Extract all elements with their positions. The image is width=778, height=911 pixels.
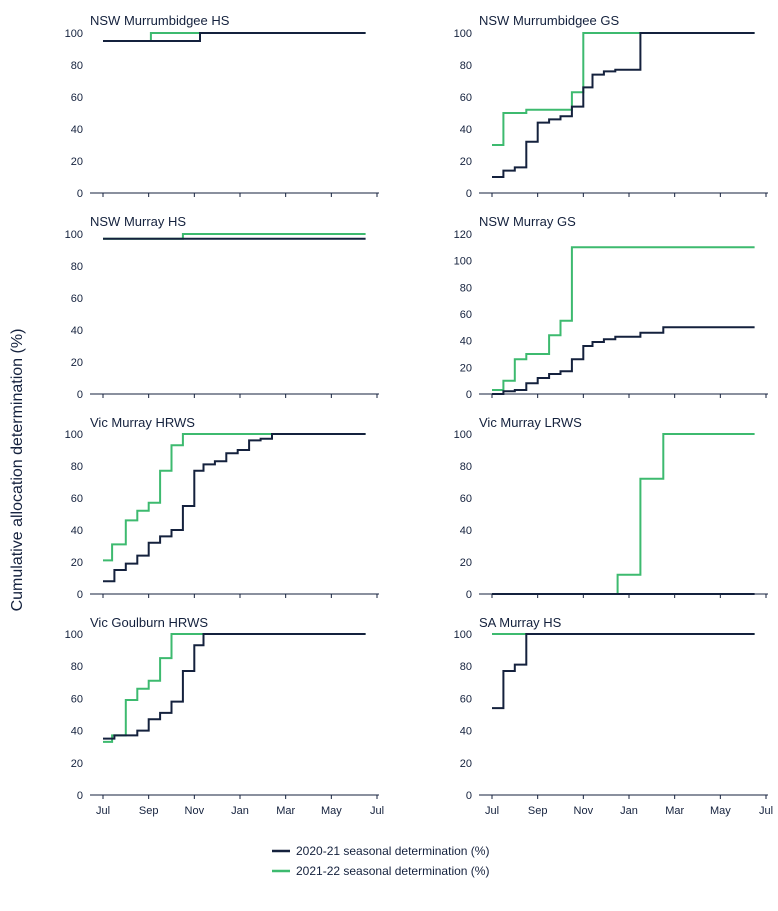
nsw-murray-gs-y-tick-label: 120 [454,229,472,241]
vic-goulburn-hrws-x-tick-label: Jul [96,805,110,817]
vic-goulburn-hrws-y-tick-label: 100 [65,629,83,641]
nsw-murrumbidgee-gs-y-tick-label: 80 [460,60,472,72]
nsw-murrumbidgee-hs-y-tick-label: 60 [71,92,83,104]
vic-murray-lrws-title: Vic Murray LRWS [479,415,582,430]
panel-nsw-murrumbidgee-gs: NSW Murrumbidgee GS 0 20 40 60 80 100 [454,13,768,200]
vic-murray-hrws-y-tick-label: 100 [65,429,83,441]
vic-goulburn-hrws-x-tick-label: Mar [276,805,295,817]
sa-murray-hs-x-tick-label: Jul [485,805,499,817]
sa-murray-hs-x-tick-label: Jan [620,805,638,817]
nsw-murray-gs-y-tick-label: 20 [460,362,472,374]
vic-murray-hrws-y-tick-label: 20 [71,557,83,569]
nsw-murray-gs-y-tick-label: 80 [460,282,472,294]
nsw-murray-hs-y-tick-label: 60 [71,293,83,305]
vic-murray-hrws-y-tick-label: 60 [71,493,83,505]
vic-goulburn-hrws-x-tick-label: Jan [231,805,249,817]
vic-goulburn-hrws-title: Vic Goulburn HRWS [90,615,208,630]
vic-murray-lrws-y-tick-label: 40 [460,525,472,537]
vic-murray-lrws-series-2021-22 [492,433,755,595]
nsw-murrumbidgee-gs-series-2021-22 [492,32,755,146]
vic-murray-lrws-y-tick-label: 100 [454,429,472,441]
nsw-murrumbidgee-hs-series-2020-21 [103,32,366,42]
nsw-murrumbidgee-gs-title: NSW Murrumbidgee GS [479,13,619,28]
legend-label-2021-22: 2021-22 seasonal determination (%) [296,864,489,878]
vic-goulburn-hrws-y-tick-label: 40 [71,726,83,738]
nsw-murrumbidgee-hs-y-tick-label: 40 [71,124,83,136]
nsw-murray-hs-y-tick-label: 20 [71,357,83,369]
vic-goulburn-hrws-y-tick-label: 60 [71,693,83,705]
vic-goulburn-hrws-y-tick-label: 20 [71,758,83,770]
nsw-murray-hs-y-tick-label: 40 [71,325,83,337]
nsw-murrumbidgee-gs-y-tick-label: 0 [466,188,472,200]
panel-sa-murray-hs: SA Murray HS Jul Sep Nov Jan Mar May Jul 0 20 40 60… [454,615,773,817]
vic-murray-hrws-series-2020-21 [103,433,366,583]
vic-murray-lrws-y-tick-label: 0 [466,589,472,601]
sa-murray-hs-series-2020-21 [492,633,755,710]
vic-murray-lrws-y-tick-label: 20 [460,557,472,569]
panel-nsw-murray-hs: NSW Murray HS 0 20 40 60 80 100 [65,214,379,401]
vic-goulburn-hrws-y-tick-label: 80 [71,661,83,673]
panel-vic-murray-hrws: Vic Murray HRWS 0 20 40 60 80 100 [65,415,379,601]
vic-goulburn-hrws-y-tick-label: 0 [77,790,83,802]
nsw-murrumbidgee-hs-series-2021-22 [103,32,366,42]
nsw-murrumbidgee-hs-y-tick-label: 0 [77,188,83,200]
nsw-murray-gs-title: NSW Murray GS [479,214,576,229]
vic-goulburn-hrws-series-2021-22 [103,633,366,743]
nsw-murrumbidgee-hs-y-tick-label: 100 [65,28,83,40]
panel-nsw-murrumbidgee-hs: NSW Murrumbidgee HS 0 20 40 60 80 100 [65,13,379,200]
vic-goulburn-hrws-x-tick-label: May [321,805,342,817]
sa-murray-hs-x-tick-label: Nov [574,805,594,817]
vic-goulburn-hrws-x-tick-label: Nov [185,805,205,817]
sa-murray-hs-x-tick-label: Mar [665,805,684,817]
vic-goulburn-hrws-x-tick-label: Sep [139,805,159,817]
vic-murray-hrws-title: Vic Murray HRWS [90,415,195,430]
sa-murray-hs-y-tick-label: 40 [460,726,472,738]
y-axis-label: Cumulative allocation determination (%) [9,329,26,612]
legend-label-2020-21: 2020-21 seasonal determination (%) [296,844,489,858]
nsw-murrumbidgee-hs-title: NSW Murrumbidgee HS [90,13,230,28]
sa-murray-hs-y-tick-label: 80 [460,661,472,673]
sa-murray-hs-x-tick-label: Sep [528,805,548,817]
panel-nsw-murray-gs: NSW Murray GS 0 20 40 60 80 100 120 [454,214,768,401]
vic-goulburn-hrws-series-2020-21 [103,633,366,740]
vic-goulburn-hrws-x-tick-label: Jul [370,805,384,817]
nsw-murray-gs-series-2021-22 [492,246,755,391]
nsw-murray-gs-series-2020-21 [492,326,755,395]
nsw-murrumbidgee-gs-y-tick-label: 60 [460,92,472,104]
vic-murray-lrws-y-tick-label: 80 [460,461,472,473]
sa-murray-hs-y-tick-label: 20 [460,758,472,770]
vic-murray-hrws-y-tick-label: 40 [71,525,83,537]
vic-murray-lrws-y-tick-label: 60 [460,493,472,505]
vic-murray-hrws-series-2021-22 [103,433,366,562]
nsw-murrumbidgee-gs-series-2020-21 [492,32,755,178]
nsw-murray-gs-y-tick-label: 0 [466,389,472,401]
nsw-murray-hs-y-tick-label: 100 [65,229,83,241]
nsw-murray-gs-y-tick-label: 100 [454,256,472,268]
nsw-murrumbidgee-gs-y-tick-label: 100 [454,28,472,40]
nsw-murrumbidgee-gs-y-tick-label: 40 [460,124,472,136]
nsw-murray-gs-y-tick-label: 60 [460,309,472,321]
vic-murray-hrws-y-tick-label: 80 [71,461,83,473]
sa-murray-hs-title: SA Murray HS [479,615,562,630]
panel-vic-murray-lrws: Vic Murray LRWS 0 20 40 60 80 100 [454,415,768,601]
nsw-murray-gs-y-tick-label: 40 [460,336,472,348]
legend: 2020-21 seasonal determination (%) 2021-… [272,844,489,878]
nsw-murray-hs-title: NSW Murray HS [90,214,186,229]
sa-murray-hs-x-tick-label: May [710,805,731,817]
panel-vic-goulburn-hrws: Vic Goulburn HRWS Jul Sep Nov Jan Mar May Jul 0 2… [65,615,384,817]
sa-murray-hs-y-tick-label: 100 [454,629,472,641]
nsw-murray-hs-y-tick-label: 0 [77,389,83,401]
sa-murray-hs-x-tick-label: Jul [759,805,773,817]
nsw-murrumbidgee-gs-y-tick-label: 20 [460,156,472,168]
nsw-murrumbidgee-hs-y-tick-label: 20 [71,156,83,168]
vic-murray-hrws-y-tick-label: 0 [77,589,83,601]
sa-murray-hs-y-tick-label: 0 [466,790,472,802]
nsw-murray-hs-y-tick-label: 80 [71,261,83,273]
sa-murray-hs-y-tick-label: 60 [460,693,472,705]
nsw-murrumbidgee-hs-y-tick-label: 80 [71,60,83,72]
